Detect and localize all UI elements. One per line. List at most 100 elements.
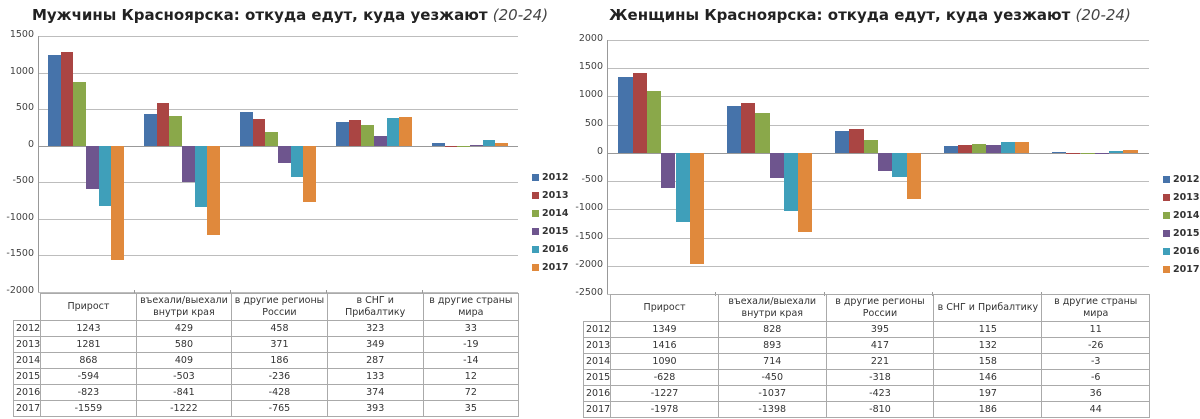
bar-2013 xyxy=(957,145,973,153)
table-cell: 409 xyxy=(135,352,233,369)
bar-2012 xyxy=(835,130,850,153)
legend-label: 2014 xyxy=(1173,209,1200,221)
table-header-cell: в другие страны мира xyxy=(422,293,520,321)
table-cell: 1349 xyxy=(610,321,719,338)
bar-2016 xyxy=(194,145,208,208)
table-cell: 44 xyxy=(1041,401,1150,418)
table-cell: 115 xyxy=(933,321,1043,338)
bar-2017 xyxy=(399,117,412,146)
title-text: Мужчины Красноярска: откуда едут, куда у… xyxy=(31,6,488,24)
y-tick-label: -2000 xyxy=(6,285,34,296)
category-tick xyxy=(230,290,231,294)
bar-2012 xyxy=(943,146,958,153)
chart-panel-women: Женщины Красноярска: откуда едут, куда у… xyxy=(570,0,1200,419)
table-cell: 146 xyxy=(933,369,1043,386)
table-row: 2012 1349 828 395 115 11 xyxy=(582,321,1150,338)
legend-item-2015: 2015 xyxy=(532,222,568,240)
bar-2013 xyxy=(741,102,756,153)
table-cell: 133 xyxy=(326,368,424,385)
legend-swatch-icon xyxy=(532,209,539,217)
bar-2015 xyxy=(374,136,387,146)
table-cell: -628 xyxy=(610,369,719,386)
gridline xyxy=(38,182,518,183)
table-cell: 35 xyxy=(422,400,520,417)
table-cell: 1281 xyxy=(40,336,137,353)
table-row: 2014 1090 714 221 158 -3 xyxy=(582,353,1150,370)
table-cell: 72 xyxy=(422,384,520,401)
table-year-cell: 2014 xyxy=(12,352,42,369)
table-row: 2013 1281 580 371 349 -19 xyxy=(12,336,520,353)
bar-2014 xyxy=(1080,152,1095,154)
gridline xyxy=(607,40,1149,41)
table-row: 2015 -628 -450 -318 146 -6 xyxy=(582,369,1150,386)
legend-label: 2015 xyxy=(542,225,569,237)
legend-swatch-icon xyxy=(1163,211,1170,219)
bar-2012 xyxy=(618,76,633,153)
legend-women: 2012 2013 2014 2015 2016 2017 xyxy=(1163,170,1199,278)
table-cell: -450 xyxy=(717,369,827,386)
y-tick-label: 0 xyxy=(596,146,603,157)
table-row: 2012 1243 429 458 323 33 xyxy=(12,320,520,337)
table-header-cell: в СНГ и Прибалтику xyxy=(933,294,1043,322)
category-tick xyxy=(134,290,135,294)
y-tick-label: 1500 xyxy=(9,29,34,40)
gridline xyxy=(607,68,1149,69)
category-tick xyxy=(326,290,327,294)
bar-2015 xyxy=(470,144,483,146)
y-tick-label: -2000 xyxy=(575,259,603,270)
y-axis xyxy=(38,36,39,292)
bar-2017 xyxy=(495,143,508,146)
bar-2013 xyxy=(252,118,266,146)
legend-label: 2012 xyxy=(1173,173,1200,185)
bar-2017 xyxy=(1015,142,1030,153)
y-tick-label: -500 xyxy=(12,175,34,186)
legend-swatch-icon xyxy=(1163,175,1170,183)
bar-2015 xyxy=(278,145,291,163)
bar-2014 xyxy=(863,140,878,153)
table-corner xyxy=(13,293,42,321)
bar-2014 xyxy=(646,91,662,153)
table-cell: -428 xyxy=(231,384,328,401)
table-cell: -1398 xyxy=(717,401,827,418)
table-cell: -236 xyxy=(231,368,328,385)
bar-2016 xyxy=(892,152,907,177)
gridline xyxy=(38,255,518,256)
legend-item-2012: 2012 xyxy=(532,168,568,186)
y-tick-label: 2000 xyxy=(578,33,603,44)
table-year-cell: 2012 xyxy=(582,321,612,338)
legend-label: 2013 xyxy=(542,189,569,201)
gridline xyxy=(607,181,1149,182)
bar-2017 xyxy=(798,152,813,232)
category-tick xyxy=(422,290,423,294)
legend-item-2016: 2016 xyxy=(532,240,568,258)
table-cell: -1037 xyxy=(717,385,827,402)
table-cell: 417 xyxy=(825,337,935,354)
bar-2016 xyxy=(386,118,400,146)
title-subtitle: (20-24) xyxy=(492,6,549,24)
bar-2013 xyxy=(632,73,647,153)
table-cell: -423 xyxy=(825,385,935,402)
table-cell: -1978 xyxy=(610,401,719,418)
legend-item-2017: 2017 xyxy=(1163,260,1199,278)
table-cell: 158 xyxy=(933,353,1043,370)
bar-2016 xyxy=(783,152,799,212)
table-cell: -318 xyxy=(825,369,935,386)
legend-label: 2015 xyxy=(1173,227,1200,239)
table-cell: 12 xyxy=(422,368,520,385)
legend-label: 2012 xyxy=(542,171,569,183)
y-tick-label: -1000 xyxy=(6,212,34,223)
chart-title-men: Мужчины Красноярска: откуда едут, куда у… xyxy=(0,6,580,24)
bar-2016 xyxy=(98,145,112,206)
bar-2013 xyxy=(1066,152,1081,155)
data-table-men: Прирост въехали/выехали внутри края в други… xyxy=(12,293,520,417)
legend-item-2016: 2016 xyxy=(1163,242,1199,260)
table-cell: 186 xyxy=(933,401,1043,418)
table-cell: 1090 xyxy=(610,353,719,370)
table-cell: 132 xyxy=(933,337,1043,354)
legend-men: 2012 2013 2014 2015 2016 2017 xyxy=(532,168,568,276)
table-header-cell: въехали/выехали внутри края xyxy=(717,294,827,322)
table-cell: 393 xyxy=(326,400,424,417)
legend-item-2015: 2015 xyxy=(1163,224,1199,242)
legend-swatch-icon xyxy=(532,245,539,253)
y-tick-label: 1000 xyxy=(9,66,34,77)
